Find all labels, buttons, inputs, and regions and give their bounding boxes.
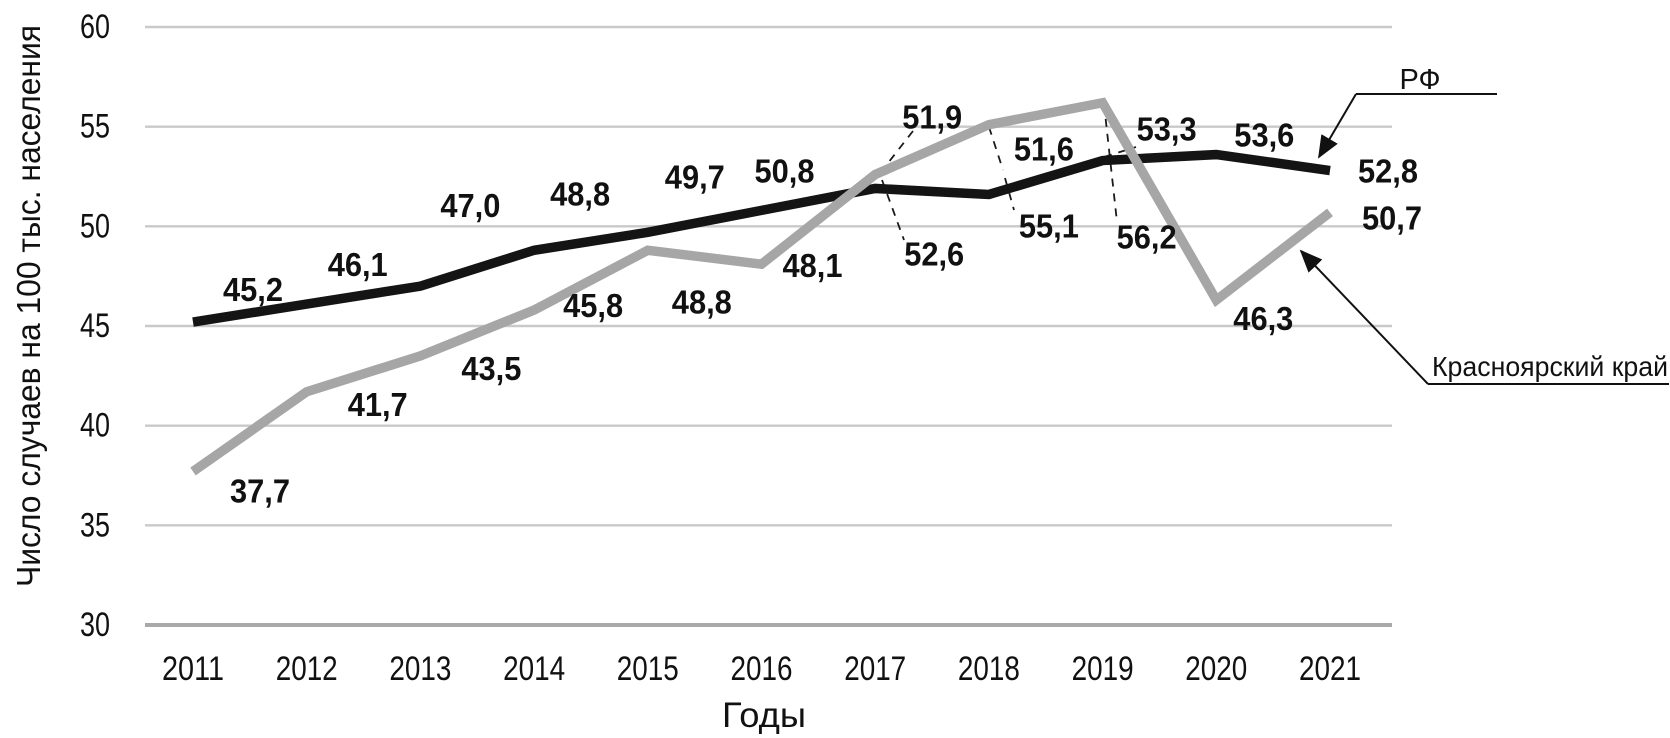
data-label-krasnoyarsk-2011: 37,7 — [230, 473, 290, 510]
data-label-krasnoyarsk-2016: 48,1 — [783, 247, 843, 284]
data-label-krasnoyarsk-2019: 56,2 — [1117, 219, 1177, 256]
data-label-rf-2014: 48,8 — [550, 175, 610, 212]
x-tick-2017: 2017 — [844, 650, 906, 688]
data-label-rf-2015: 49,7 — [665, 158, 725, 195]
callout-krasnoyarsk: Красноярский край — [1299, 249, 1669, 385]
leader-line-3 — [988, 126, 1004, 171]
x-axis-tick-labels: 2011 2012 2013 2014 2015 2016 2017 2018 2019 2020… — [162, 650, 1361, 688]
y-tick-60: 60 — [80, 8, 110, 46]
data-label-krasnoyarsk-2020: 46,3 — [1233, 300, 1293, 337]
data-label-rf-2019: 53,3 — [1137, 111, 1197, 148]
data-label-rf-2017: 51,9 — [902, 98, 962, 135]
data-label-krasnoyarsk-2012: 41,7 — [348, 386, 408, 423]
x-tick-2019: 2019 — [1072, 650, 1134, 688]
data-label-rf-2012: 46,1 — [328, 246, 388, 283]
y-tick-55: 55 — [80, 108, 110, 146]
x-tick-2016: 2016 — [731, 650, 793, 688]
callout-arrow-krasnoyarsk — [1299, 249, 1429, 385]
legend-callouts: РФ Красноярский край — [1299, 64, 1669, 385]
gridlines — [145, 25, 1392, 627]
x-tick-2015: 2015 — [617, 650, 679, 688]
x-tick-2012: 2012 — [276, 650, 338, 688]
data-label-rf-2021: 52,8 — [1358, 153, 1418, 190]
y-axis-tick-labels: 30 35 40 45 50 55 60 — [80, 8, 110, 644]
y-tick-35: 35 — [80, 506, 110, 544]
x-tick-2013: 2013 — [389, 650, 451, 688]
series-label-krasnoyarsk: Красноярский край — [1432, 351, 1668, 382]
callout-rf: РФ — [1318, 64, 1497, 159]
data-label-rf-2011: 45,2 — [223, 271, 283, 308]
leader-line-6 — [1103, 146, 1137, 158]
x-tick-2018: 2018 — [958, 650, 1020, 688]
data-labels: 45,2 46,1 47,0 48,8 49,7 50,8 51,9 51,6 53,3 53,6… — [223, 98, 1422, 509]
series-line-krasnoyarsk — [190, 97, 1333, 476]
leader-line-4 — [1004, 177, 1015, 211]
series-label-rf: РФ — [1399, 64, 1440, 96]
y-tick-30: 30 — [80, 606, 110, 644]
leader-line-2 — [881, 179, 905, 241]
data-label-rf-2020: 53,6 — [1234, 117, 1294, 154]
data-label-krasnoyarsk-2013: 43,5 — [461, 350, 521, 387]
leader-line-5 — [1103, 103, 1118, 223]
data-label-krasnoyarsk-2017: 52,6 — [904, 236, 964, 273]
data-label-krasnoyarsk-2021: 50,7 — [1362, 199, 1422, 236]
data-label-rf-2013: 47,0 — [440, 187, 500, 224]
x-tick-2021: 2021 — [1299, 650, 1361, 688]
data-label-krasnoyarsk-2015: 48,8 — [672, 283, 732, 320]
data-label-rf-2018: 51,6 — [1014, 130, 1074, 167]
callout-arrow-rf — [1318, 93, 1357, 159]
leader-lines — [880, 103, 1137, 241]
y-tick-40: 40 — [80, 407, 110, 445]
y-tick-50: 50 — [80, 207, 110, 245]
series-lines — [190, 97, 1333, 476]
y-tick-45: 45 — [80, 307, 110, 345]
x-tick-2011: 2011 — [162, 650, 224, 688]
series-line-rf — [192, 149, 1331, 327]
data-label-rf-2016: 50,8 — [755, 152, 815, 189]
x-axis-title: Годы — [722, 696, 806, 735]
data-label-krasnoyarsk-2018: 55,1 — [1019, 208, 1079, 245]
x-tick-2020: 2020 — [1185, 650, 1247, 688]
y-axis-title: Число случаев на 100 тыс. населения — [10, 25, 47, 587]
x-tick-2014: 2014 — [503, 650, 565, 688]
data-label-krasnoyarsk-2014: 45,8 — [563, 287, 623, 324]
